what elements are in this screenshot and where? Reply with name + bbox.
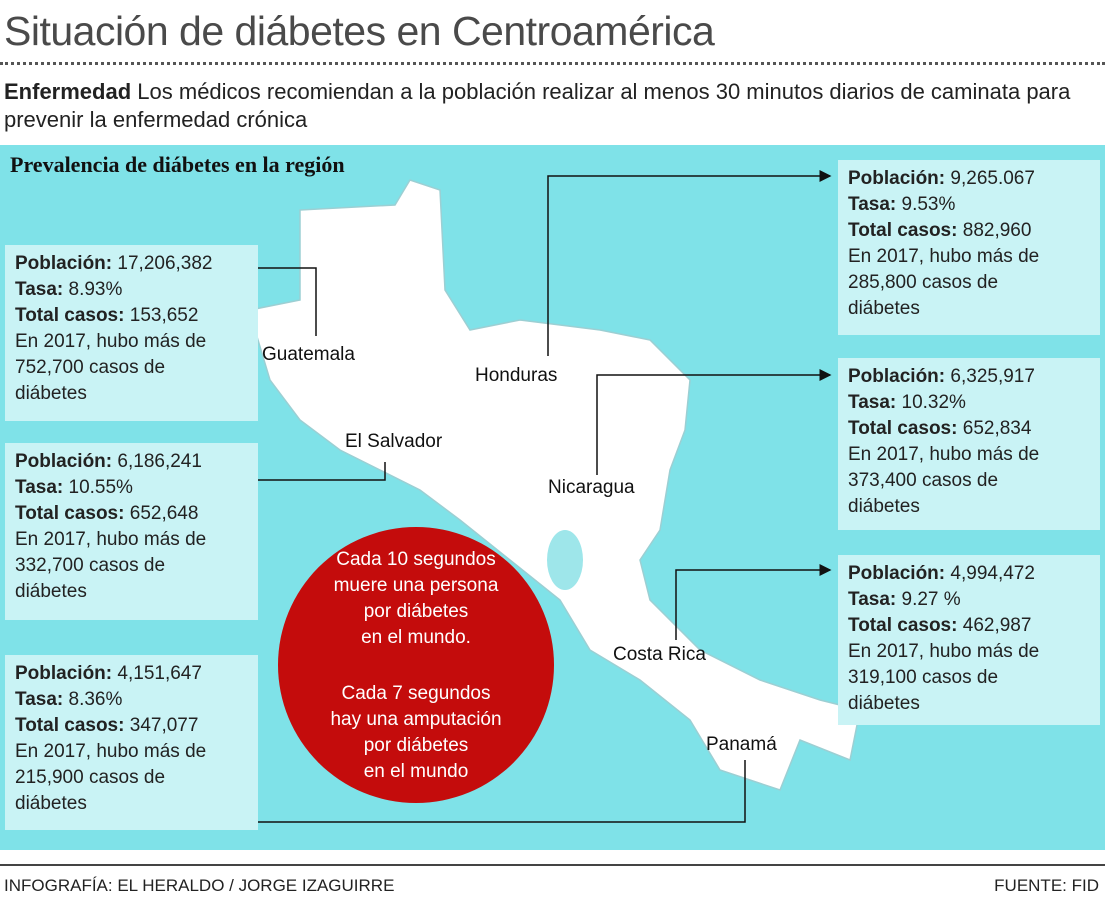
stat-value: 462,987 [962, 615, 1032, 636]
stat-label: Población: [848, 563, 946, 584]
country-label: Guatemala [262, 344, 355, 365]
note: En 2017, hubo más de 285,800 casos de di… [848, 246, 1040, 319]
stat-label: Población: [15, 253, 113, 274]
callout-text: muere una persona [334, 575, 499, 596]
stat-line: Total casos: 462,987 [848, 613, 1090, 639]
stat-value: 882,960 [962, 220, 1032, 241]
stat-value: 4,151,647 [117, 663, 202, 684]
country-label: El Salvador [345, 431, 443, 452]
stat-label: Población: [15, 451, 113, 472]
country-label: Costa Rica [613, 644, 706, 665]
note: En 2017, hubo más de 319,100 casos de di… [848, 641, 1040, 714]
stat-label: Total casos: [848, 418, 958, 439]
stat-value: 9,265.067 [950, 168, 1035, 189]
stat-line: Total casos: 347,077 [15, 713, 248, 739]
stat-line: Total casos: 652,834 [848, 416, 1090, 442]
stat-value: 8.93% [68, 279, 123, 300]
map-title: Prevalencia de diábetes en la región [10, 152, 345, 177]
country-label: Nicaragua [548, 477, 635, 498]
stat-label: Población: [848, 366, 946, 387]
note: En 2017, hubo más de 373,400 casos de di… [848, 444, 1040, 517]
callout-text: en el mundo [364, 761, 469, 782]
country-box: Población: 6,186,241 Tasa: 10.55% Total ca… [5, 443, 258, 620]
stat-value: 6,325,917 [950, 366, 1035, 387]
stat-line: Población: 4,151,647 [15, 661, 248, 687]
callout-circle [278, 527, 554, 803]
footer-rule [0, 864, 1105, 866]
callout-text: por diábetes [364, 735, 469, 756]
country-box: Población: 9,265.067 Tasa: 9.53% Total cas… [838, 160, 1100, 335]
stat-line: Tasa: 8.36% [15, 687, 248, 713]
stat-value: 652,834 [962, 418, 1032, 439]
callout-text: hay una amputación [330, 709, 501, 730]
stat-value: 10.55% [68, 477, 133, 498]
stat-label: Total casos: [15, 503, 125, 524]
stat-line: Población: 6,325,917 [848, 364, 1090, 390]
country-label: Honduras [475, 365, 557, 386]
stat-label: Tasa: [15, 279, 64, 300]
stat-line: Población: 9,265.067 [848, 166, 1090, 192]
stat-line: Tasa: 8.93% [15, 277, 248, 303]
callout-text: por diábetes [364, 601, 469, 622]
stat-label: Población: [15, 663, 113, 684]
stat-value: 652,648 [129, 503, 199, 524]
country-box: Población: 17,206,382 Tasa: 8.93% Total ca… [5, 245, 258, 421]
stat-line: Tasa: 10.32% [848, 390, 1090, 416]
country-box: Población: 4,994,472 Tasa: 9.27 % Total ca… [838, 555, 1100, 725]
stat-value: 8.36% [68, 689, 123, 710]
stat-value: 9.53% [901, 194, 956, 215]
stat-line: Total casos: 882,960 [848, 218, 1090, 244]
title: Situación de diábetes en Centroamérica [4, 8, 715, 54]
note: En 2017, hubo más de 215,900 casos de di… [15, 741, 207, 814]
connectors [240, 170, 832, 828]
stat-line: Total casos: 652,648 [15, 501, 248, 527]
note: En 2017, hubo más de 332,700 casos de di… [15, 529, 207, 602]
lead: Enfermedad [4, 79, 132, 104]
stat-label: Tasa: [15, 477, 64, 498]
stat-value: 6,186,241 [117, 451, 202, 472]
stat-value: 347,077 [129, 715, 199, 736]
stat-line: Tasa: 9.53% [848, 192, 1090, 218]
callout-text: Cada 7 segundos [342, 683, 491, 704]
stat-line: Población: 4,994,472 [848, 561, 1090, 587]
stat-label: Total casos: [15, 715, 125, 736]
stat-label: Tasa: [848, 194, 897, 215]
country-label: Panamá [706, 734, 777, 755]
stat-line: Tasa: 10.55% [15, 475, 248, 501]
stat-value: 9.27 % [901, 589, 961, 610]
stat-line: Total casos: 153,652 [15, 303, 248, 329]
stat-line: Población: 6,186,241 [15, 449, 248, 475]
land [249, 179, 861, 791]
country-box: Población: 4,151,647 Tasa: 8.36% Total cas… [5, 655, 258, 830]
country-box: Población: 6,325,917 Tasa: 10.32% Total ca… [838, 358, 1100, 530]
note: En 2017, hubo más de 752,700 casos de di… [15, 331, 207, 404]
stat-line: Tasa: 9.27 % [848, 587, 1090, 613]
stat-value: 17,206,382 [117, 253, 213, 274]
subtitle-text: Los médicos recomiendan a la población r… [4, 79, 1071, 132]
stat-line: Población: 17,206,382 [15, 251, 248, 277]
stat-label: Población: [848, 168, 946, 189]
stat-label: Tasa: [15, 689, 64, 710]
source: FUENTE: FID [994, 876, 1099, 895]
stat-value: 10.32% [901, 392, 966, 413]
divider [0, 62, 1105, 65]
stat-label: Tasa: [848, 589, 897, 610]
callout-text: en el mundo. [361, 627, 471, 648]
stat-value: 4,994,472 [950, 563, 1035, 584]
stat-label: Total casos: [848, 615, 958, 636]
callout-text: Cada 10 segundos [336, 549, 496, 570]
lake [547, 530, 583, 590]
subtitle: Enfermedad Los médicos recomiendan a la … [4, 78, 1094, 134]
stat-label: Total casos: [15, 305, 125, 326]
credit: INFOGRAFÍA: EL HERALDO / JORGE IZAGUIRRE [4, 876, 395, 895]
stat-value: 153,652 [129, 305, 199, 326]
stat-label: Total casos: [848, 220, 958, 241]
stat-label: Tasa: [848, 392, 897, 413]
